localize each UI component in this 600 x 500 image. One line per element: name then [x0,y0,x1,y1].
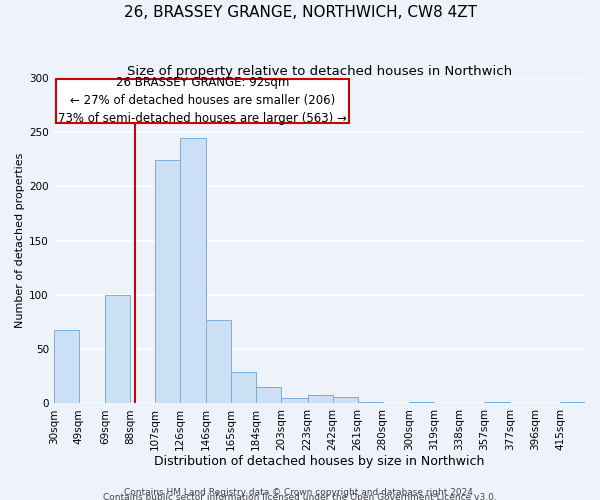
Bar [54,330,79,404]
Bar [155,160,180,404]
Bar [358,402,383,404]
Bar [206,320,231,404]
Bar [180,138,206,404]
Y-axis label: Number of detached properties: Number of detached properties [15,153,25,328]
Bar [308,394,332,404]
FancyBboxPatch shape [56,78,349,122]
Bar [332,397,358,404]
Bar [105,295,130,404]
Bar [409,402,434,404]
Text: Contains HM Land Registry data © Crown copyright and database right 2024.: Contains HM Land Registry data © Crown c… [124,488,476,497]
X-axis label: Distribution of detached houses by size in Northwich: Distribution of detached houses by size … [154,454,485,468]
Bar [256,387,281,404]
Bar [484,402,510,404]
Title: Size of property relative to detached houses in Northwich: Size of property relative to detached ho… [127,65,512,78]
Bar [281,398,308,404]
Text: 26, BRASSEY GRANGE, NORTHWICH, CW8 4ZT: 26, BRASSEY GRANGE, NORTHWICH, CW8 4ZT [124,5,476,20]
Bar [560,402,585,404]
Bar [231,372,256,404]
Text: 26 BRASSEY GRANGE: 92sqm
← 27% of detached houses are smaller (206)
73% of semi-: 26 BRASSEY GRANGE: 92sqm ← 27% of detach… [58,76,347,125]
Text: Contains public sector information licensed under the Open Government Licence v3: Contains public sector information licen… [103,492,497,500]
